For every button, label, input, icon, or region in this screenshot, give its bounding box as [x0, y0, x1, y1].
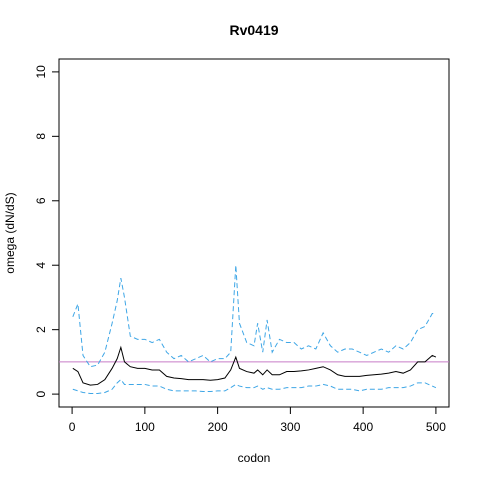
y-tick-label: 8 [34, 133, 48, 140]
y-axis-label: omega (dN/dS) [3, 192, 17, 273]
plot-box [58, 58, 450, 408]
chart-title: Rv0419 [229, 22, 278, 38]
y-tick-label: 6 [34, 197, 48, 204]
x-tick-label: 500 [426, 420, 446, 434]
x-tick-label: 300 [280, 420, 300, 434]
x-tick-label: 100 [135, 420, 155, 434]
y-tick-label: 2 [34, 326, 48, 333]
y-tick-label: 4 [34, 262, 48, 269]
x-tick-label: 200 [208, 420, 228, 434]
x-tick-label: 0 [69, 420, 76, 434]
data-line [72, 265, 436, 368]
data-line [72, 345, 437, 386]
y-tick-label: 10 [34, 65, 48, 79]
y-tick-label: 0 [34, 390, 48, 397]
x-axis-label: codon [238, 451, 271, 465]
x-tick-label: 400 [353, 420, 373, 434]
data-line [72, 378, 437, 394]
